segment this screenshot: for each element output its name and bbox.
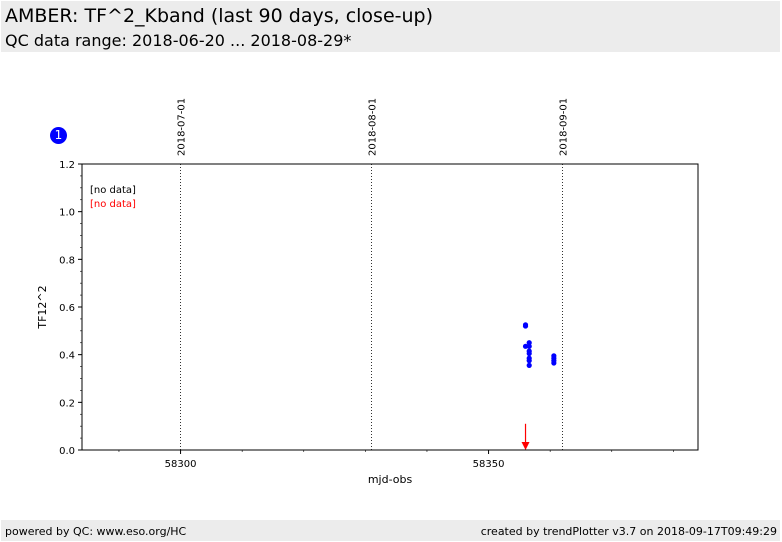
footer-bar: powered by QC: www.eso.org/HC created by… [1,520,780,541]
y-tick-label: 0.2 [59,398,75,409]
data-point [526,362,532,368]
date-marker-label: 2018-09-01 [558,98,569,156]
data-point [522,343,529,349]
data-point [522,323,529,329]
data-point [551,360,557,366]
x-axis-label: mjd-obs [368,473,413,486]
data-point [526,343,532,349]
y-tick-label: 0.6 [59,303,75,314]
upper-limit-arrow-head [521,442,530,450]
y-axis-label: TF12^2 [36,285,49,329]
y-tick-label: 0.8 [59,255,75,266]
y-tick-label: 0.4 [59,351,75,362]
header-bar: AMBER: TF^2_Kband (last 90 days, close-u… [1,1,780,52]
footer-powered-by: powered by QC: www.eso.org/HC [5,525,187,538]
page-title: AMBER: TF^2_Kband (last 90 days, close-u… [5,5,434,27]
data-point [526,340,532,346]
y-tick-label: 1.2 [59,160,75,171]
data-point [526,350,532,357]
y-tick-label: 1.0 [59,208,75,219]
x-tick-label: 58350 [473,459,505,470]
date-marker-label: 2018-07-01 [177,98,188,156]
page-subtitle: QC data range: 2018-06-20 ... 2018-08-29… [5,31,352,50]
legend-item-red: [no data] [90,199,136,210]
legend-item-black: [no data] [90,185,136,196]
y-tick-label: 0.0 [59,446,75,457]
x-tick-label: 58300 [165,459,197,470]
footer-created-by: created by trendPlotter v3.7 on 2018-09-… [480,525,777,538]
data-point [526,358,532,364]
plot-number-badge: 1 [50,127,67,144]
plot-frame [81,163,699,451]
date-marker-label: 2018-08-01 [368,98,379,156]
